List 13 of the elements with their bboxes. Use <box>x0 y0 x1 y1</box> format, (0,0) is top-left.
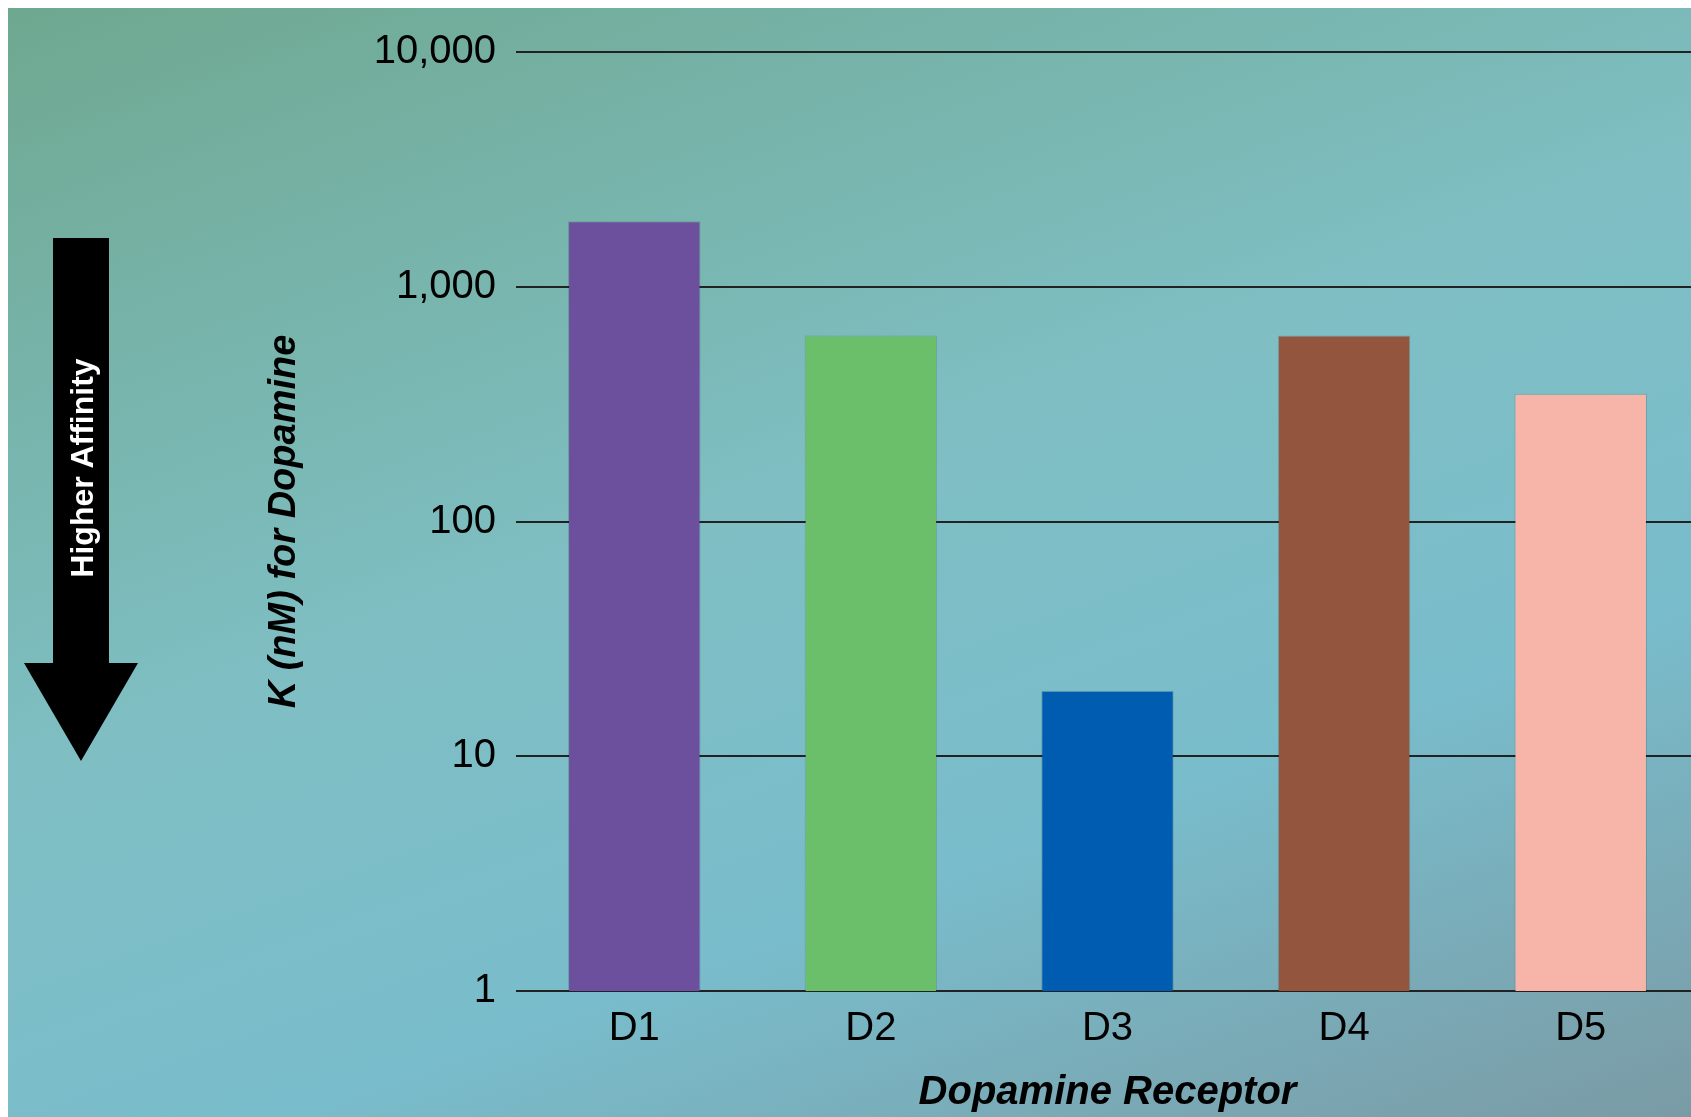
y-tick-label: 1,000 <box>395 261 496 306</box>
x-tick-label: D1 <box>608 1004 660 1049</box>
text: Higher Affinity <box>63 358 101 578</box>
x-tick-label: D2 <box>845 1004 897 1049</box>
y-tick-label: 10 <box>451 731 496 776</box>
y-axis-title: K (nM) for Dopamine <box>261 334 304 709</box>
x-axis-title: Dopamine Receptor <box>918 1068 1299 1113</box>
y-tick-label: 100 <box>429 496 496 541</box>
y-tick-label: 10,000 <box>373 27 496 72</box>
y-tick-label: 1 <box>473 966 496 1011</box>
x-tick-label: D3 <box>1081 1004 1134 1049</box>
x-tick-label: D4 <box>1318 1004 1370 1049</box>
x-tick-label: D5 <box>1555 1004 1607 1049</box>
